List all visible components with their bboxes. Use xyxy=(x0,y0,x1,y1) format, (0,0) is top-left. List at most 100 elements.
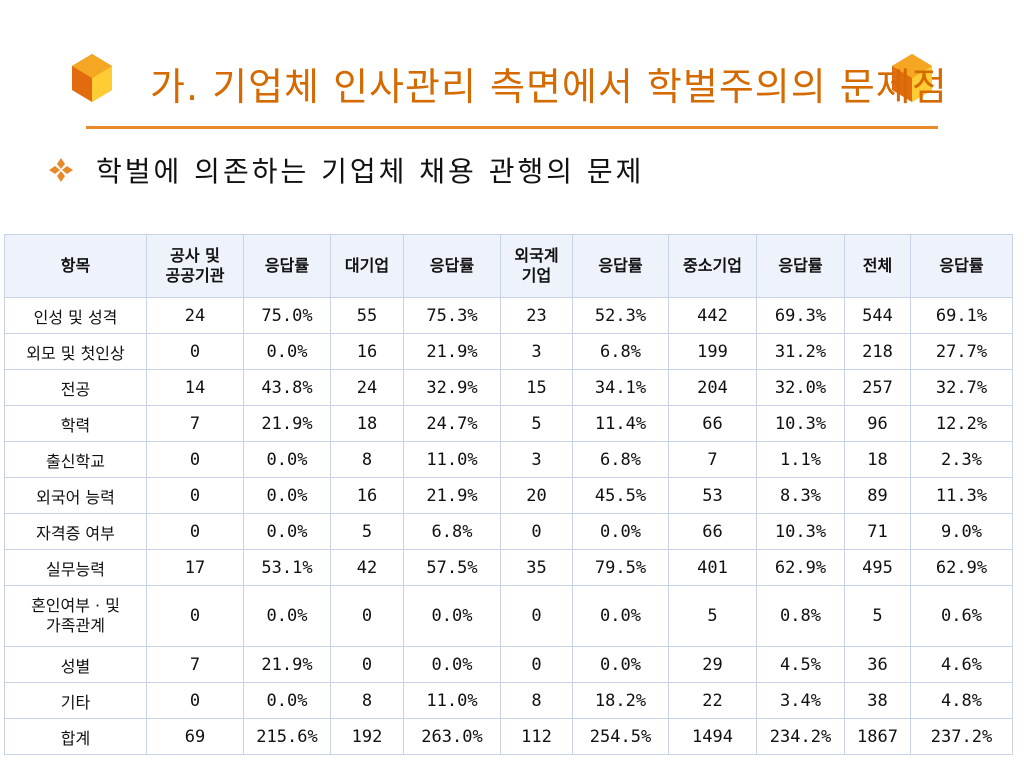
table-cell: 8 xyxy=(330,682,404,719)
table-cell: 5 xyxy=(668,585,757,647)
table-cell: 218 xyxy=(844,333,911,370)
table-cell: 10.3% xyxy=(756,513,845,550)
table-cell: 0 xyxy=(146,585,244,647)
table-cell: 34.1% xyxy=(572,369,669,406)
table-cell: 18.2% xyxy=(572,682,669,719)
table-cell: 62.9% xyxy=(910,549,1013,586)
table-cell: 0 xyxy=(500,513,573,550)
table-cell: 62.9% xyxy=(756,549,845,586)
page-title: 가. 기업체 인사관리 측면에서 학벌주의의 문제점 xyxy=(150,65,948,109)
row-label: 합계 xyxy=(4,718,147,755)
table-cell: 75.0% xyxy=(243,297,331,334)
table-cell: 3.4% xyxy=(756,682,845,719)
table-cell: 1494 xyxy=(668,718,757,755)
table-cell: 55 xyxy=(330,297,404,334)
hexagon-icon xyxy=(892,54,932,102)
table-row: 출신학교 0 0.0% 8 11.0% 3 6.8% 7 1.1% 18 2.3% xyxy=(4,441,1013,478)
row-label: 자격증 여부 xyxy=(4,513,147,550)
table-cell: 69.1% xyxy=(910,297,1013,334)
table-cell: 20 xyxy=(500,477,573,514)
table-cell: 0.0% xyxy=(243,682,331,719)
table-cell: 27.7% xyxy=(910,333,1013,370)
table-cell: 23 xyxy=(500,297,573,334)
table-row: 전공 14 43.8% 24 32.9% 15 34.1% 204 32.0% 257 32.7% xyxy=(4,369,1013,406)
table-cell: 0.0% xyxy=(243,333,331,370)
table-cell: 1.1% xyxy=(756,441,845,478)
table-cell: 11.4% xyxy=(572,405,669,442)
table-cell: 24 xyxy=(330,369,404,406)
table-cell: 5 xyxy=(500,405,573,442)
header-row: 항목 공사 및 공공기관 응답률 대기업 응답률 외국계 기업 응답률 중소기업 응답률 전체 응답률 xyxy=(4,234,1013,298)
column-header: 중소기업 xyxy=(668,234,757,298)
table-cell: 215.6% xyxy=(243,718,331,755)
table-cell: 7 xyxy=(146,405,244,442)
table-cell: 69 xyxy=(146,718,244,755)
table-cell: 112 xyxy=(500,718,573,755)
table-row: 외국어 능력 0 0.0% 16 21.9% 20 45.5% 53 8.3% 89 11.3% xyxy=(4,477,1013,514)
table-cell: 0 xyxy=(330,646,404,683)
table-cell: 43.8% xyxy=(243,369,331,406)
table-cell: 24.7% xyxy=(403,405,501,442)
table-cell: 11.0% xyxy=(403,682,501,719)
table-row: 성별 7 21.9% 0 0.0% 0 0.0% 29 4.5% 36 4.6% xyxy=(4,646,1013,683)
column-header: 항목 xyxy=(4,234,147,298)
table-row: 합계 69 215.6% 192 263.0% 112 254.5% 1494 234.2% 18… xyxy=(4,718,1013,755)
row-label: 인성 및 성격 xyxy=(4,297,147,334)
table-cell: 0.8% xyxy=(756,585,845,647)
table-cell: 11.3% xyxy=(910,477,1013,514)
row-label: 학력 xyxy=(4,405,147,442)
table-cell: 66 xyxy=(668,513,757,550)
table-cell: 7 xyxy=(146,646,244,683)
table-cell: 6.8% xyxy=(572,441,669,478)
table-cell: 0 xyxy=(500,585,573,647)
table-cell: 0 xyxy=(146,513,244,550)
column-header: 응답률 xyxy=(572,234,669,298)
table-cell: 21.9% xyxy=(243,405,331,442)
subtitle-row: 학벌에 의존하는 기업체 채용 관행의 문제 xyxy=(48,150,644,190)
table-cell: 401 xyxy=(668,549,757,586)
table-body: 인성 및 성격 24 75.0% 55 75.3% 23 52.3% 442 69.3% 544 6… xyxy=(4,297,1013,755)
row-label: 기타 xyxy=(4,682,147,719)
table-cell: 6.8% xyxy=(403,513,501,550)
table-cell: 32.7% xyxy=(910,369,1013,406)
column-header: 응답률 xyxy=(910,234,1013,298)
table-cell: 57.5% xyxy=(403,549,501,586)
table-cell: 257 xyxy=(844,369,911,406)
table-cell: 12.2% xyxy=(910,405,1013,442)
table-cell: 66 xyxy=(668,405,757,442)
table-cell: 0.0% xyxy=(243,585,331,647)
table-cell: 544 xyxy=(844,297,911,334)
table-cell: 15 xyxy=(500,369,573,406)
table-cell: 9.0% xyxy=(910,513,1013,550)
column-header: 전체 xyxy=(844,234,911,298)
table-cell: 8.3% xyxy=(756,477,845,514)
table-cell: 192 xyxy=(330,718,404,755)
table-cell: 31.2% xyxy=(756,333,845,370)
table-cell: 0.0% xyxy=(403,646,501,683)
table-cell: 89 xyxy=(844,477,911,514)
row-label: 실무능력 xyxy=(4,549,147,586)
table-row: 실무능력 17 53.1% 42 57.5% 35 79.5% 401 62.9% 495 62.9… xyxy=(4,549,1013,586)
title-bar: 가. 기업체 인사관리 측면에서 학벌주의의 문제점 xyxy=(70,52,950,112)
table-row: 외모 및 첫인상 0 0.0% 16 21.9% 3 6.8% 199 31.2% 218 27.7… xyxy=(4,333,1013,370)
table-cell: 11.0% xyxy=(403,441,501,478)
table-cell: 24 xyxy=(146,297,244,334)
table-cell: 45.5% xyxy=(572,477,669,514)
table-cell: 18 xyxy=(330,405,404,442)
table-cell: 0.6% xyxy=(910,585,1013,647)
table-cell: 199 xyxy=(668,333,757,370)
row-label: 출신학교 xyxy=(4,441,147,478)
table-cell: 10.3% xyxy=(756,405,845,442)
table-cell: 0 xyxy=(330,585,404,647)
table-cell: 21.9% xyxy=(403,477,501,514)
table-cell: 1867 xyxy=(844,718,911,755)
table-cell: 21.9% xyxy=(403,333,501,370)
row-label: 외모 및 첫인상 xyxy=(4,333,147,370)
table-cell: 14 xyxy=(146,369,244,406)
table-cell: 8 xyxy=(500,682,573,719)
column-header: 응답률 xyxy=(243,234,331,298)
table-cell: 96 xyxy=(844,405,911,442)
column-header: 응답률 xyxy=(756,234,845,298)
table-cell: 4.6% xyxy=(910,646,1013,683)
table-cell: 0.0% xyxy=(243,441,331,478)
